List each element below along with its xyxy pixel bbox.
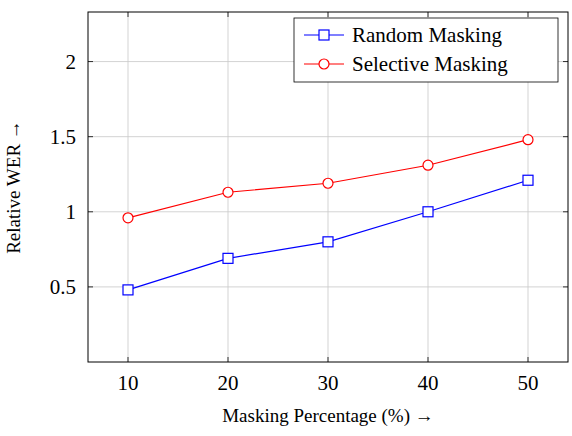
y-tick-label: 1.5 bbox=[50, 125, 76, 149]
series-line bbox=[128, 180, 528, 290]
y-tick-label: 2 bbox=[66, 50, 77, 74]
x-tick-label: 10 bbox=[118, 371, 139, 395]
x-tick bbox=[328, 357, 329, 362]
x-tick bbox=[128, 12, 129, 17]
axes: 10 20 30 40 50 0.5 1 1.5 2 bbox=[50, 12, 568, 395]
legend-marker bbox=[319, 30, 329, 40]
x-tick-label: 40 bbox=[418, 371, 439, 395]
y-grid-line bbox=[88, 211, 568, 212]
legend-label: Selective Masking bbox=[352, 52, 508, 76]
x-axis-label: Masking Percentage (%) → bbox=[222, 405, 434, 427]
chart-container: 10 20 30 40 50 0.5 1 1.5 2 Masking Percentage (%)… bbox=[0, 0, 572, 436]
x-tick bbox=[328, 12, 329, 17]
x-tick bbox=[128, 357, 129, 362]
x-tick bbox=[428, 357, 429, 362]
series-marker bbox=[123, 213, 133, 223]
series-marker bbox=[323, 237, 333, 247]
x-tick bbox=[528, 357, 529, 362]
x-tick-label: 30 bbox=[318, 371, 339, 395]
y-tick bbox=[563, 61, 568, 62]
x-grid-line bbox=[128, 12, 129, 362]
series-marker bbox=[423, 207, 433, 217]
legend: Random Masking Selective Masking bbox=[294, 18, 558, 82]
data-marks bbox=[123, 135, 533, 295]
series-marker bbox=[423, 160, 433, 170]
x-tick bbox=[428, 12, 429, 17]
y-tick-label: 0.5 bbox=[50, 275, 76, 299]
legend-label: Random Masking bbox=[352, 23, 502, 47]
y-axis-label: Relative WER → bbox=[3, 120, 24, 254]
series-line bbox=[128, 140, 528, 218]
y-grid-line bbox=[88, 286, 568, 287]
series-marker bbox=[323, 178, 333, 188]
x-tick-label: 50 bbox=[518, 371, 539, 395]
x-tick bbox=[228, 357, 229, 362]
x-tick-label: 20 bbox=[218, 371, 239, 395]
plot-frame bbox=[88, 12, 568, 362]
y-tick bbox=[88, 211, 93, 212]
grid bbox=[88, 12, 568, 362]
y-tick bbox=[563, 211, 568, 212]
y-tick bbox=[88, 286, 93, 287]
chart-svg: 10 20 30 40 50 0.5 1 1.5 2 Masking Percentage (%)… bbox=[0, 0, 572, 436]
legend-marker bbox=[319, 59, 329, 69]
y-grid-line bbox=[88, 136, 568, 137]
series-marker bbox=[223, 187, 233, 197]
x-tick bbox=[528, 12, 529, 17]
y-tick bbox=[88, 136, 93, 137]
y-tick bbox=[88, 61, 93, 62]
series-marker bbox=[523, 135, 533, 145]
series-marker bbox=[123, 285, 133, 295]
y-tick bbox=[563, 286, 568, 287]
legend-box bbox=[294, 18, 558, 82]
y-tick-label: 1 bbox=[66, 200, 77, 224]
series-marker bbox=[523, 175, 533, 185]
y-tick bbox=[563, 136, 568, 137]
series-marker bbox=[223, 253, 233, 263]
x-tick bbox=[228, 12, 229, 17]
